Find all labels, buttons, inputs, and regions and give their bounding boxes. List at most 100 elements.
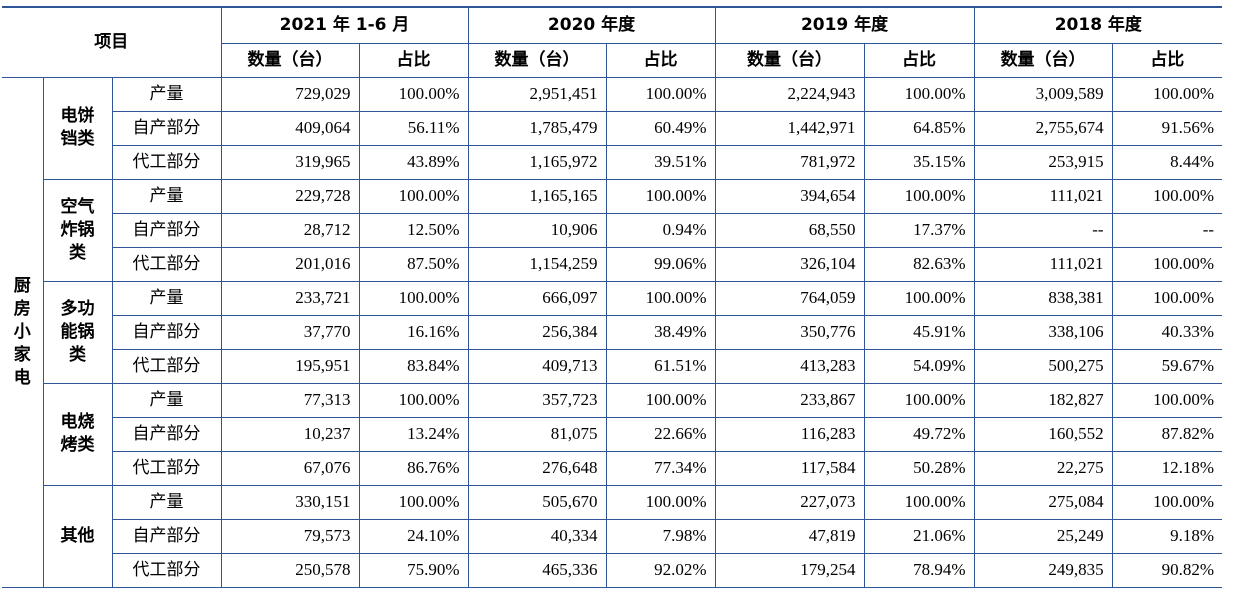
- period-header: 2021 年 1-6 月: [220, 6, 469, 44]
- table-row: 自产部分 409,064 56.11% 1,785,479 60.49% 1,442,97…: [2, 111, 1223, 146]
- product-group-line: 电烧: [60, 412, 95, 432]
- ratio-cell: 100.00%: [1111, 179, 1223, 214]
- qty-cell: 2,951,451: [467, 77, 607, 112]
- qty-cell: 3,009,589: [973, 77, 1113, 112]
- ratio-cell: 7.98%: [605, 519, 716, 554]
- qty-cell: 81,075: [467, 417, 607, 452]
- row-label: 代工部分: [111, 349, 222, 384]
- qty-header: 数量（台）: [714, 43, 865, 78]
- qty-cell: 227,073: [714, 485, 865, 520]
- ratio-cell: 54.09%: [863, 349, 975, 384]
- qty-cell: 182,827: [973, 383, 1113, 418]
- qty-cell: 195,951: [220, 349, 360, 384]
- ratio-cell: 35.15%: [863, 145, 975, 180]
- ratio-cell: --: [1111, 213, 1223, 248]
- ratio-cell: 50.28%: [863, 451, 975, 486]
- ratio-cell: 9.18%: [1111, 519, 1223, 554]
- ratio-header: 占比: [1111, 43, 1223, 78]
- qty-cell: 326,104: [714, 247, 865, 282]
- qty-cell: 465,336: [467, 553, 607, 588]
- product-group-label: 其他: [42, 485, 113, 588]
- qty-cell: 338,106: [973, 315, 1113, 350]
- ratio-header: 占比: [358, 43, 469, 78]
- ratio-cell: 78.94%: [863, 553, 975, 588]
- qty-cell: 229,728: [220, 179, 360, 214]
- ratio-cell: 87.82%: [1111, 417, 1223, 452]
- table-row: 厨房小家电电饼 铛类 产量 729,029 100.00% 2,951,451 100.00…: [2, 77, 1223, 588]
- product-group-line: 空气: [60, 196, 95, 217]
- header-row-metrics: 数量（台） 占比 数量（台） 占比 数量（台） 占比 数量（台） 占比: [2, 43, 1223, 78]
- category-char: 电: [13, 367, 31, 388]
- qty-cell: 838,381: [973, 281, 1113, 316]
- qty-cell: 47,819: [714, 519, 865, 554]
- qty-cell: 117,584: [714, 451, 865, 486]
- period-header: 2020 年度: [467, 6, 716, 44]
- ratio-cell: 100.00%: [358, 281, 469, 316]
- qty-cell: 111,021: [973, 247, 1113, 282]
- qty-cell: 1,442,971: [714, 111, 865, 146]
- qty-cell: 2,224,943: [714, 77, 865, 112]
- product-group-line: 其他: [60, 525, 95, 546]
- product-group-line: 铛类: [60, 129, 95, 149]
- ratio-cell: 56.11%: [358, 111, 469, 146]
- ratio-cell: 100.00%: [863, 77, 975, 112]
- qty-cell: 116,283: [714, 417, 865, 452]
- qty-cell: 40,334: [467, 519, 607, 554]
- ratio-cell: 91.56%: [1111, 111, 1223, 146]
- qty-cell: 413,283: [714, 349, 865, 384]
- ratio-cell: 12.18%: [1111, 451, 1223, 486]
- ratio-cell: 100.00%: [863, 281, 975, 316]
- product-group-line: 电饼: [60, 106, 95, 126]
- table-row: 其他 产量 330,151 100.00% 505,670 100.00% 227,073 1…: [2, 485, 1223, 588]
- qty-cell: 2,755,674: [973, 111, 1113, 146]
- table-row: 代工部分 67,076 86.76% 276,648 77.34% 117,584 50.2…: [2, 451, 1223, 486]
- row-label: 产量: [111, 383, 222, 418]
- ratio-cell: 17.37%: [863, 213, 975, 248]
- qty-cell: 256,384: [467, 315, 607, 350]
- ratio-cell: 0.94%: [605, 213, 716, 248]
- ratio-cell: 75.90%: [358, 553, 469, 588]
- product-group-line: 类: [69, 344, 86, 365]
- row-label: 代工部分: [111, 247, 222, 282]
- product-group-line: 烤类: [60, 435, 95, 455]
- row-label: 自产部分: [111, 111, 222, 146]
- qty-cell: 394,654: [714, 179, 865, 214]
- ratio-cell: 16.16%: [358, 315, 469, 350]
- qty-cell: 77,313: [220, 383, 360, 418]
- qty-cell: 1,165,165: [467, 179, 607, 214]
- qty-header: 数量（台）: [467, 43, 607, 78]
- qty-cell: 249,835: [973, 553, 1113, 588]
- product-group-label: 多功 能锅类: [42, 281, 113, 384]
- ratio-cell: 61.51%: [605, 349, 716, 384]
- qty-cell: 10,906: [467, 213, 607, 248]
- qty-cell: 179,254: [714, 553, 865, 588]
- ratio-cell: 100.00%: [1111, 247, 1223, 282]
- qty-cell: 330,151: [220, 485, 360, 520]
- ratio-cell: 38.49%: [605, 315, 716, 350]
- ratio-cell: 92.02%: [605, 553, 716, 588]
- row-label: 产量: [111, 179, 222, 214]
- qty-cell: 201,016: [220, 247, 360, 282]
- qty-cell: 10,237: [220, 417, 360, 452]
- ratio-cell: 43.89%: [358, 145, 469, 180]
- ratio-cell: 12.50%: [358, 213, 469, 248]
- ratio-cell: 100.00%: [605, 383, 716, 418]
- ratio-cell: 40.33%: [1111, 315, 1223, 350]
- period-header: 2018 年度: [973, 6, 1223, 44]
- product-group-line: 能锅: [60, 321, 95, 342]
- ratio-cell: 83.84%: [358, 349, 469, 384]
- row-label: 代工部分: [111, 553, 222, 588]
- qty-cell: 409,713: [467, 349, 607, 384]
- ratio-cell: 82.63%: [863, 247, 975, 282]
- row-label: 代工部分: [111, 145, 222, 180]
- qty-cell: 111,021: [973, 179, 1113, 214]
- ratio-cell: 100.00%: [358, 485, 469, 520]
- product-group-label: 空气 炸锅类: [42, 179, 113, 282]
- qty-header: 数量（台）: [220, 43, 360, 78]
- qty-cell: 357,723: [467, 383, 607, 418]
- qty-cell: 505,670: [467, 485, 607, 520]
- category-char: 厨: [13, 275, 31, 296]
- ratio-cell: 39.51%: [605, 145, 716, 180]
- qty-cell: 37,770: [220, 315, 360, 350]
- ratio-cell: 87.50%: [358, 247, 469, 282]
